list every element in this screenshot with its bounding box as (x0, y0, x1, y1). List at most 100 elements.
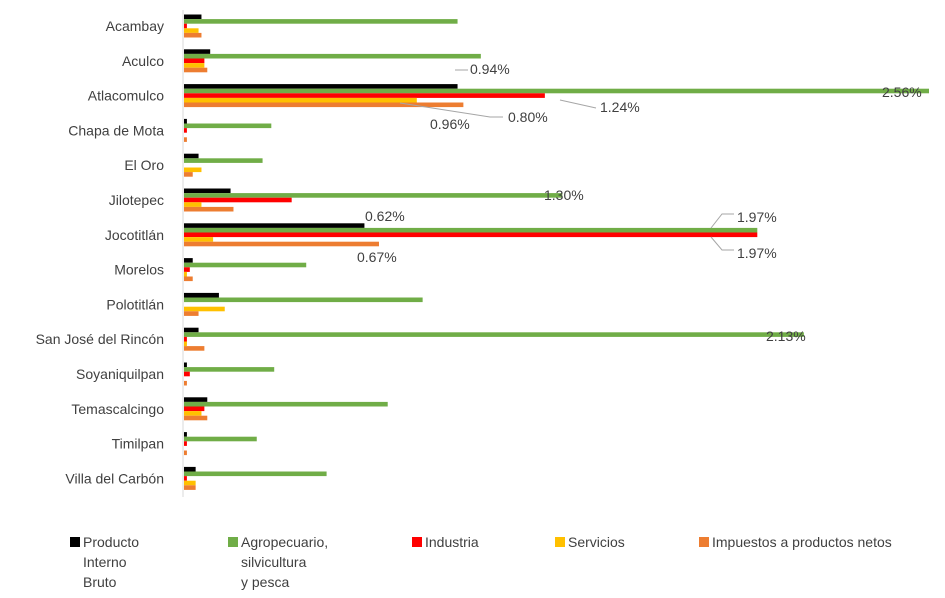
bar-temascalcingo-producto-interno-bruto (184, 397, 208, 402)
bar-atlacomulco-impuestos-a-productos-netos (184, 102, 464, 108)
data-label-atlacomulco-agropecuario-silvicultura-y-pesca: 2.56% (882, 84, 922, 100)
bar-temascalcingo-impuestos-a-productos-netos (184, 415, 208, 421)
bar-acambay-servicios (184, 28, 199, 33)
category-label-timilpan: Timilpan (112, 436, 164, 452)
leader-line-atlacomulco-industria (559, 99, 597, 109)
bar-el-oro-servicios (184, 167, 202, 173)
bar-chapa-de-mota-impuestos-a-productos-netos (184, 137, 187, 142)
data-label-san-jose-del-rincon-agropecuario-silvicultura-y-pesca: 2.13% (766, 328, 806, 344)
bar-jocotitlan-industria (184, 232, 758, 238)
data-label-jocotitlan-agropecuario-silvicultura-y-pesca: 1.97% (737, 209, 777, 225)
data-label-jocotitlan-impuestos-a-productos-netos: 0.67% (357, 249, 397, 265)
category-label-aculco: Aculco (122, 53, 164, 69)
bar-acambay-producto-interno-bruto (184, 14, 202, 20)
category-label-jilotepec: Jilotepec (109, 192, 164, 208)
category-label-polotitlan: Polotitlán (106, 296, 164, 312)
category-label-jocotitlan: Jocotitlán (105, 227, 164, 243)
bar-jocotitlan-servicios (184, 237, 214, 242)
category-label-acambay: Acambay (106, 18, 164, 34)
bar-el-oro-impuestos-a-productos-netos (184, 172, 193, 177)
bar-soyaniquilpan-agropecuario-silvicultura-y-pesca (184, 367, 275, 372)
bar-timilpan-impuestos-a-productos-netos (184, 450, 187, 456)
bar-san-jose-del-rincon-agropecuario-silvicultura-y-pesca (184, 332, 804, 337)
bar-aculco-industria (184, 58, 205, 64)
bar-aculco-impuestos-a-productos-netos (184, 67, 208, 73)
legend-label-impuestos: Impuestos a productos netos (712, 534, 892, 550)
bar-morelos-servicios (184, 271, 187, 277)
bar-acambay-impuestos-a-productos-netos (184, 32, 202, 38)
bar-morelos-producto-interno-bruto (184, 258, 193, 263)
category-label-san-jose-del-rincon: San José del Rincón (36, 331, 164, 347)
legend-label-industria: Industria (425, 534, 479, 550)
legend-label-agropecuario: Agropecuario, silvicultura y pesca (241, 534, 329, 590)
bar-timilpan-agropecuario-silvicultura-y-pesca (184, 436, 257, 442)
legend-item-pib: Producto Interno Bruto (70, 532, 139, 592)
bar-jilotepec-agropecuario-silvicultura-y-pesca (184, 193, 563, 198)
bar-villa-del-carbon-servicios (184, 480, 196, 486)
bar-aculco-producto-interno-bruto (184, 49, 211, 54)
legend-swatch-servicios (555, 537, 565, 547)
bar-jilotepec-servicios (184, 202, 202, 207)
data-label-atlacomulco-producto-interno-bruto: 0.94% (470, 61, 510, 77)
bar-aculco-agropecuario-silvicultura-y-pesca (184, 53, 481, 59)
bar-jocotitlan-impuestos-a-productos-netos (184, 241, 379, 247)
bar-morelos-impuestos-a-productos-netos (184, 276, 193, 282)
data-label-jilotepec-agropecuario-silvicultura-y-pesca: 1.30% (544, 187, 584, 203)
bar-villa-del-carbon-industria (184, 476, 187, 481)
legend-swatch-agropecuario (228, 537, 238, 547)
bar-jilotepec-producto-interno-bruto (184, 188, 231, 194)
bar-villa-del-carbon-producto-interno-bruto (184, 466, 196, 472)
bar-temascalcingo-servicios (184, 411, 202, 416)
bar-jocotitlan-agropecuario-silvicultura-y-pesca (184, 227, 758, 233)
category-label-villa-del-carbon: Villa del Carbón (65, 470, 164, 486)
bar-chapa-de-mota-industria (184, 128, 187, 133)
bar-san-jose-del-rincon-servicios (184, 341, 187, 347)
category-label-atlacomulco: Atlacomulco (88, 88, 164, 104)
leader-line-jocotitlan-agropecuario-silvicultura-y-pesca (710, 213, 734, 229)
legend-item-impuestos: Impuestos a productos netos (699, 532, 892, 552)
bar-polotitlan-impuestos-a-productos-netos (184, 311, 199, 316)
bar-chapa-de-mota-agropecuario-silvicultura-y-pesca (184, 123, 272, 129)
category-label-temascalcingo: Temascalcingo (71, 401, 164, 417)
bar-acambay-agropecuario-silvicultura-y-pesca (184, 19, 458, 24)
bar-timilpan-industria (184, 441, 187, 446)
bar-villa-del-carbon-impuestos-a-productos-netos (184, 485, 196, 490)
category-label-morelos: Morelos (114, 262, 164, 278)
bar-chapa-de-mota-producto-interno-bruto (184, 118, 187, 124)
data-label-atlacomulco-industria: 1.24% (600, 99, 640, 115)
bar-soyaniquilpan-producto-interno-bruto (184, 362, 187, 368)
legend-label-pib: Producto Interno Bruto (83, 534, 140, 590)
bar-soyaniquilpan-impuestos-a-productos-netos (184, 380, 187, 386)
bar-morelos-agropecuario-silvicultura-y-pesca (184, 262, 307, 268)
legend-swatch-industria (412, 537, 422, 547)
bar-polotitlan-agropecuario-silvicultura-y-pesca (184, 297, 423, 303)
legend-item-servicios: Servicios (555, 532, 625, 552)
bar-morelos-industria (184, 267, 190, 272)
leader-line-jocotitlan-industria (710, 236, 734, 251)
bar-el-oro-agropecuario-silvicultura-y-pesca (184, 158, 263, 163)
bars-layer (184, 14, 929, 490)
bar-san-jose-del-rincon-industria (184, 336, 187, 342)
bar-polotitlan-producto-interno-bruto (184, 292, 219, 298)
category-label-chapa-de-mota: Chapa de Mota (68, 122, 164, 138)
legend-label-servicios: Servicios (568, 534, 625, 550)
bar-polotitlan-servicios (184, 306, 225, 312)
bar-temascalcingo-industria (184, 406, 205, 412)
bar-jilotepec-industria (184, 197, 292, 203)
legend-swatch-impuestos (699, 537, 709, 547)
category-label-el-oro: El Oro (124, 157, 164, 173)
bar-atlacomulco-producto-interno-bruto (184, 84, 458, 89)
bar-atlacomulco-agropecuario-silvicultura-y-pesca (184, 88, 929, 94)
bar-aculco-servicios (184, 63, 205, 68)
bar-atlacomulco-industria (184, 93, 545, 98)
legend-item-industria: Industria (412, 532, 479, 552)
bar-atlacomulco-servicios (184, 97, 417, 103)
legend-swatch-pib (70, 537, 80, 547)
legend-item-agropecuario: Agropecuario, silvicultura y pesca (228, 532, 328, 592)
bar-jocotitlan-producto-interno-bruto (184, 223, 365, 228)
bar-san-jose-del-rincon-impuestos-a-productos-netos (184, 346, 205, 351)
bar-villa-del-carbon-agropecuario-silvicultura-y-pesca (184, 471, 327, 477)
category-labels: Acambay Aculco Atlacomulco Chapa de Mota El … (36, 18, 165, 486)
legend: Producto Interno Bruto Agropecuario, sil… (0, 532, 945, 598)
